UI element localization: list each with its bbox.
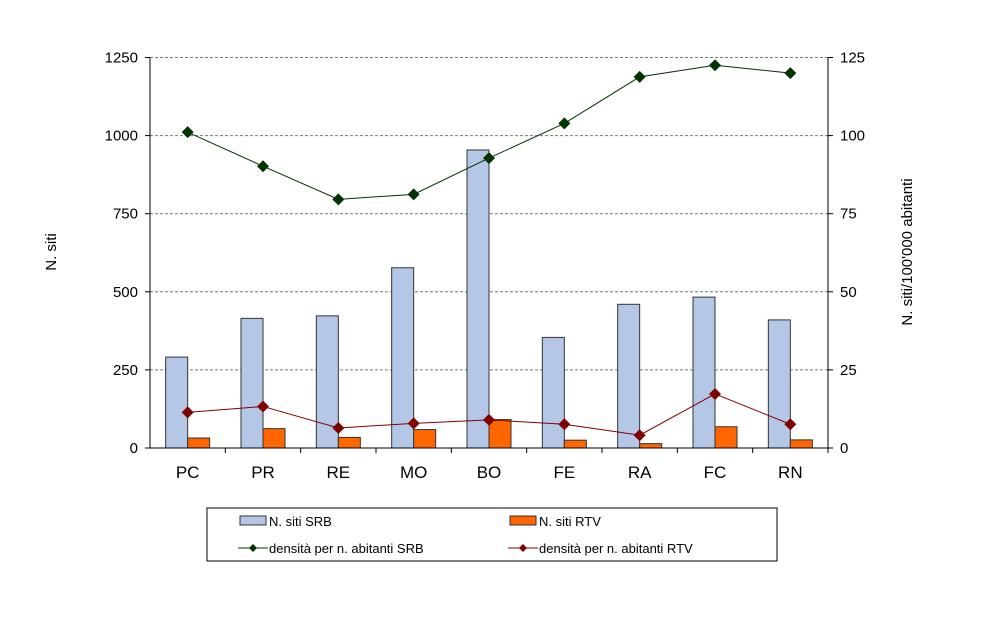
bar (767, 319, 791, 449)
lines (181, 59, 797, 442)
legend-label: N. siti SRB (269, 514, 332, 529)
legend-marker (519, 544, 527, 552)
bar (262, 428, 286, 449)
legend: N. siti SRB N. siti RTV densità per n. abi… (206, 507, 778, 562)
bar (488, 419, 512, 449)
x-tick-label: RA (628, 463, 652, 482)
x-tick-label: PC (176, 463, 200, 482)
y2-tick-label: 50 (840, 284, 857, 301)
y2-tick-label: 100 (840, 128, 865, 145)
data-point (784, 418, 797, 431)
bar (541, 336, 565, 449)
bar (466, 149, 490, 449)
data-point (181, 406, 194, 419)
bar (617, 303, 641, 449)
bar (240, 317, 264, 449)
y-axis-label: N. siti (43, 233, 60, 271)
y2-tick-label: 25 (840, 362, 857, 379)
data-point (633, 429, 646, 442)
bar (165, 356, 189, 449)
legend-label: N. siti RTV (539, 514, 601, 529)
data-point (784, 67, 797, 80)
data-point (558, 117, 571, 130)
bar (639, 443, 663, 449)
y2-tick-label: 75 (840, 206, 857, 223)
data-point (332, 193, 345, 206)
axes: 0 250 500 750 1000 1250 0 25 50 75 100 125 PC PR RE MO B… (105, 50, 865, 483)
bars (165, 149, 813, 449)
bar (714, 426, 738, 449)
data-point (257, 400, 269, 413)
y2-axis-label: N. siti/100'000 abitanti (899, 178, 916, 325)
data-point (558, 418, 571, 431)
legend-marker (249, 544, 257, 552)
data-point (407, 417, 420, 430)
x-tick-label: MO (400, 463, 427, 482)
data-point (181, 126, 194, 139)
legend-label: densità per n. abitanti RTV (539, 541, 693, 556)
data-point (483, 413, 495, 426)
bar (692, 296, 716, 449)
bar (413, 429, 437, 449)
x-tick-label: BO (477, 463, 502, 482)
x-tick-label: RE (327, 463, 351, 482)
bar (563, 439, 587, 449)
legend-label: densità per n. abitanti SRB (269, 541, 424, 556)
x-tick-label: RN (778, 463, 803, 482)
y2-tick-label: 125 (840, 50, 865, 67)
data-point (709, 387, 721, 400)
data-point (709, 59, 721, 72)
bar (337, 436, 361, 449)
x-tick-label: FC (704, 463, 727, 482)
y-tick-label: 250 (113, 362, 138, 379)
legend-swatch (239, 515, 267, 526)
x-tick-label: FE (553, 463, 575, 482)
data-point (257, 160, 269, 173)
data-point (633, 70, 646, 83)
data-point (407, 188, 420, 201)
bar (187, 437, 211, 449)
y-tick-label: 750 (113, 206, 138, 223)
y-tick-label: 1250 (105, 50, 138, 67)
bar (789, 439, 813, 449)
y2-tick-label: 0 (840, 440, 848, 457)
y-tick-label: 1000 (105, 128, 138, 145)
y-tick-label: 500 (113, 284, 138, 301)
legend-swatch (509, 515, 537, 526)
data-point (332, 422, 345, 435)
data-point (483, 152, 495, 165)
y-tick-label: 0 (130, 440, 138, 457)
x-tick-label: PR (251, 463, 275, 482)
